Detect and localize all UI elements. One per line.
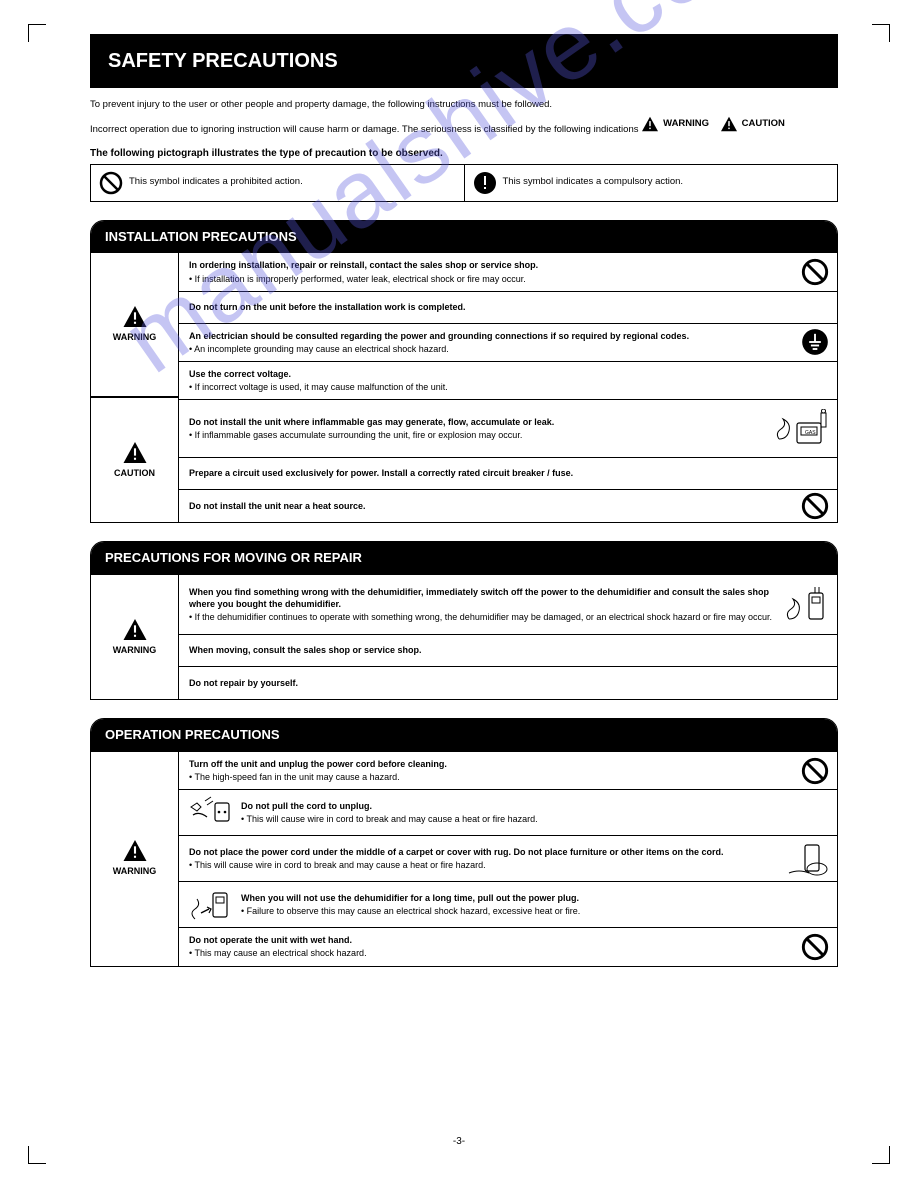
intro-text: To prevent injury to the user or other p… <box>90 98 838 137</box>
level-label: WARNING <box>113 332 157 344</box>
row-bold: An electrician should be consulted regar… <box>189 330 689 342</box>
ground-icon <box>801 328 829 356</box>
row-text: • If the dehumidifier continues to opera… <box>189 612 772 622</box>
prohibit-icon <box>801 258 829 286</box>
warning-label: WARNING <box>663 117 709 131</box>
pictograph-row: This symbol indicates a prohibited actio… <box>90 164 838 202</box>
row-bold: Do not place the power cord under the mi… <box>189 846 724 858</box>
section-operation: OPERATION PRECAUTIONS WARNING Turn off t… <box>90 718 838 966</box>
pictograph-prohibit-cell: This symbol indicates a prohibited actio… <box>91 165 464 201</box>
pull-plug-icon <box>189 793 233 833</box>
precaution-row: When you will not use the dehumidifier f… <box>179 882 837 928</box>
row-bold: Do not install the unit where inflammabl… <box>189 416 554 428</box>
row-bold: Turn off the unit and unplug the power c… <box>189 758 447 770</box>
precaution-row: Prepare a circuit used exclusively for p… <box>179 458 837 490</box>
precaution-row: Do not repair by yourself. <box>179 667 837 699</box>
row-bold: Do not operate the unit with wet hand. <box>189 934 367 946</box>
warning-inline: WARNING <box>641 116 709 132</box>
level-label: WARNING <box>113 645 157 657</box>
prohibit-icon <box>99 171 123 195</box>
level-warning-cell: WARNING <box>91 752 178 966</box>
warning-triangle-icon <box>641 116 659 132</box>
page-content: SAFETY PRECAUTIONS To prevent injury to … <box>0 0 918 997</box>
row-text: • This will cause wire in cord to break … <box>189 860 486 870</box>
smoke-plug-icon <box>785 585 829 625</box>
level-label: CAUTION <box>114 468 155 480</box>
mandatory-icon <box>473 171 497 195</box>
warning-triangle-icon <box>122 618 148 641</box>
section-header: INSTALLATION PRECAUTIONS <box>91 221 837 254</box>
row-bold: Do not repair by yourself. <box>189 677 298 689</box>
level-warning-cell: WARNING <box>91 253 178 396</box>
precaution-row: An electrician should be consulted regar… <box>179 324 837 362</box>
row-bold: When you find something wrong with the d… <box>189 586 787 610</box>
row-bold: Use the correct voltage. <box>189 368 448 380</box>
caution-label: CAUTION <box>742 117 785 131</box>
row-text: • This will cause wire in cord to break … <box>241 814 538 824</box>
level-caution-cell: CAUTION <box>91 397 178 523</box>
row-bold: When you will not use the dehumidifier f… <box>241 892 580 904</box>
precaution-row: Do not place the power cord under the mi… <box>179 836 837 882</box>
unplug-wall-icon <box>189 885 233 925</box>
caution-triangle-icon <box>720 116 738 132</box>
row-text: • An incomplete grounding may cause an e… <box>189 344 449 354</box>
warning-triangle-icon <box>122 305 148 328</box>
pictograph-heading: The following pictograph illustrates the… <box>90 147 838 160</box>
prohibit-icon <box>801 933 829 961</box>
row-text: • If inflammable gases accumulate surrou… <box>189 430 522 440</box>
page-title: SAFETY PRECAUTIONS <box>90 34 838 88</box>
intro-line2-prefix: Incorrect operation due to ignoring inst… <box>90 124 641 135</box>
level-label: WARNING <box>113 866 157 878</box>
row-bold: Do not install the unit near a heat sour… <box>189 500 366 512</box>
prohibit-icon <box>801 492 829 520</box>
section-repair: PRECAUTIONS FOR MOVING OR REPAIR WARNING… <box>90 541 838 700</box>
row-bold: Do not turn on the unit before the insta… <box>189 301 466 313</box>
pictograph-prohibit-text: This symbol indicates a prohibited actio… <box>129 176 303 188</box>
pictograph-mandatory-cell: This symbol indicates a compulsory actio… <box>464 165 838 201</box>
row-text: • This may cause an electrical shock haz… <box>189 948 367 958</box>
precaution-row: Do not operate the unit with wet hand. •… <box>179 928 837 965</box>
row-bold: Prepare a circuit used exclusively for p… <box>189 467 573 479</box>
caution-inline: CAUTION <box>720 116 785 132</box>
gas-leak-icon: GAS <box>773 409 829 449</box>
warning-triangle-icon <box>122 839 148 862</box>
section-header: PRECAUTIONS FOR MOVING OR REPAIR <box>91 542 837 575</box>
precaution-row: When moving, consult the sales shop or s… <box>179 635 837 667</box>
section-installation: INSTALLATION PRECAUTIONS WARNING CAUTION… <box>90 220 838 524</box>
precaution-row: Turn off the unit and unplug the power c… <box>179 752 837 790</box>
precaution-row: Do not pull the cord to unplug. • This w… <box>179 790 837 836</box>
pictograph-mandatory-text: This symbol indicates a compulsory actio… <box>503 176 684 188</box>
precaution-row: When you find something wrong with the d… <box>179 575 837 635</box>
row-bold: When moving, consult the sales shop or s… <box>189 644 422 656</box>
svg-text:GAS: GAS <box>805 430 816 436</box>
precaution-row: Do not turn on the unit before the insta… <box>179 292 837 324</box>
precaution-row: Do not install the unit where inflammabl… <box>179 400 837 458</box>
caution-triangle-icon <box>122 441 148 464</box>
section-header: OPERATION PRECAUTIONS <box>91 719 837 752</box>
row-bold: Do not pull the cord to unplug. <box>241 800 538 812</box>
row-text: • If installation is improperly performe… <box>189 274 526 284</box>
prohibit-icon <box>801 757 829 785</box>
precaution-row: In ordering installation, repair or rein… <box>179 253 837 291</box>
row-text: • If incorrect voltage is used, it may c… <box>189 382 448 392</box>
level-warning-cell: WARNING <box>91 575 178 699</box>
precaution-row: Do not install the unit near a heat sour… <box>179 490 837 522</box>
carpet-cord-icon <box>785 839 829 879</box>
row-bold: In ordering installation, repair or rein… <box>189 259 538 271</box>
precaution-row: Use the correct voltage. • If incorrect … <box>179 362 837 400</box>
page-number: -3- <box>453 1135 465 1148</box>
row-text: • The high-speed fan in the unit may cau… <box>189 772 400 782</box>
intro-line1: To prevent injury to the user or other p… <box>90 98 838 112</box>
intro-line2: Incorrect operation due to ignoring inst… <box>90 116 838 137</box>
row-text: • Failure to observe this may cause an e… <box>241 906 580 916</box>
